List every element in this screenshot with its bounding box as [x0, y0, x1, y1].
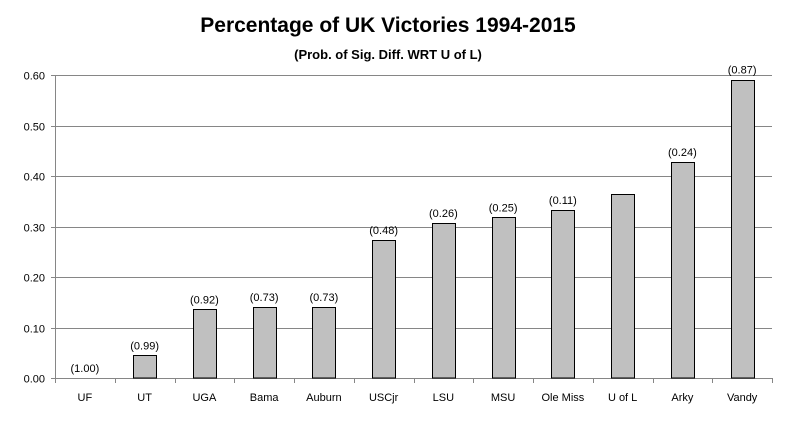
y-tick-label-2: 0.20	[24, 273, 45, 285]
data-label-ole-miss: (0.11)	[549, 195, 577, 207]
data-label-ut: (0.99)	[130, 340, 159, 352]
chart-subtitle: (Prob. of Sig. Diff. WRT U of L)	[294, 47, 482, 62]
x-tick-label-bama: Bama	[250, 392, 280, 404]
bar-vandy	[731, 80, 755, 379]
data-label-uga: (0.92)	[190, 294, 219, 306]
data-label-msu: (0.25)	[489, 202, 518, 214]
bar-uga	[193, 309, 217, 379]
bar-arky	[671, 162, 695, 379]
y-tick-label-3: 0.30	[24, 223, 45, 235]
x-tick-label-msu: MSU	[491, 392, 516, 404]
x-tick-label-uga: UGA	[192, 392, 217, 404]
y-tick-label-6: 0.60	[24, 71, 45, 83]
bar-uscjr	[372, 240, 396, 379]
bar-msu	[492, 217, 516, 379]
x-tick-label-vandy: Vandy	[727, 392, 758, 404]
y-tick-label-4: 0.40	[24, 172, 45, 184]
bar-bama	[253, 307, 277, 379]
data-label-auburn: (0.73)	[310, 292, 339, 304]
y-tick-label-0: 0.00	[24, 374, 45, 386]
data-label-uscjr: (0.48)	[369, 225, 398, 237]
x-tick-label-ut: UT	[137, 392, 152, 404]
y-tick-label-1: 0.10	[24, 324, 45, 336]
data-label-bama: (0.73)	[250, 292, 279, 304]
chart-title: Percentage of UK Victories 1994-2015	[200, 14, 576, 37]
data-label-lsu: (0.26)	[429, 208, 458, 220]
x-tick-label-lsu: LSU	[433, 392, 454, 404]
bar-lsu	[432, 223, 456, 379]
x-tick-label-uscjr: USCjr	[369, 392, 399, 404]
x-tick-label-auburn: Auburn	[306, 392, 341, 404]
bar-ole-miss	[551, 210, 575, 379]
data-label-arky: (0.24)	[668, 147, 697, 159]
bar-ut	[133, 355, 157, 379]
x-tick-label-ole-miss: Ole Miss	[541, 392, 584, 404]
bar-auburn	[312, 307, 336, 379]
y-tick-label-5: 0.50	[24, 122, 45, 134]
x-tick-label-u-of-l: U of L	[608, 392, 637, 404]
data-label-uf: (1.00)	[71, 363, 100, 375]
bar-u-of-l	[611, 194, 635, 379]
data-label-vandy: (0.87)	[728, 65, 757, 77]
x-tick-label-arky: Arky	[671, 392, 694, 404]
x-tick-label-uf: UF	[78, 392, 93, 404]
